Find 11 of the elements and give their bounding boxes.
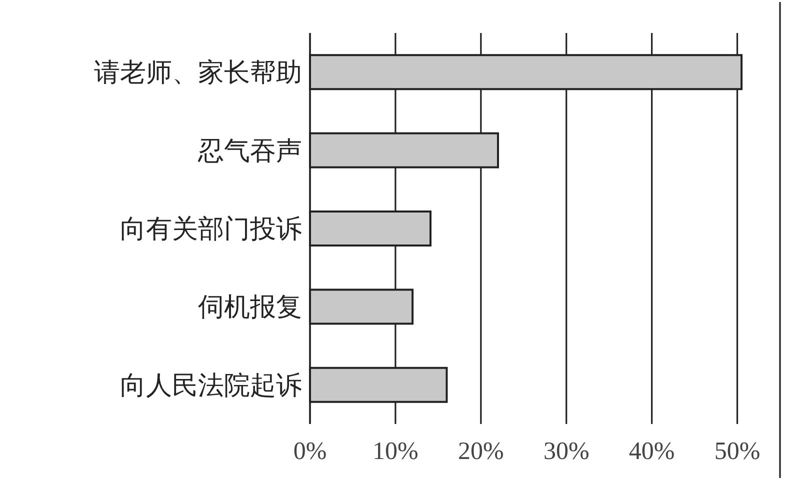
x-tick-label: 50% [714,438,760,465]
y-tick-label: 伺机报复 [198,292,302,322]
y-tick-label: 忍气吞声 [197,136,302,166]
y-tick-label: 向人民法院起诉 [120,370,302,400]
x-tick-label: 20% [458,438,504,465]
y-tick-label: 请老师、家长帮助 [94,58,302,88]
x-tick-label: 0% [293,438,327,465]
x-tick-label: 30% [543,438,590,465]
x-tick-label: 40% [628,438,675,465]
y-tick-label: 向有关部门投诉 [120,214,302,244]
x-tick-label: 10% [372,438,418,465]
